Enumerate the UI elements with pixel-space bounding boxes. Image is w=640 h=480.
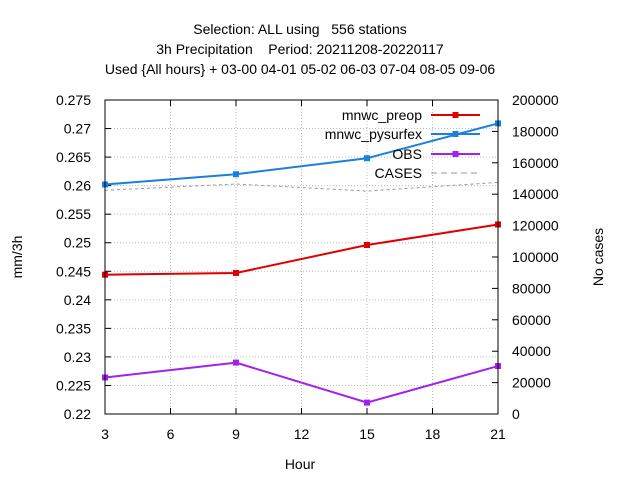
y-tick-label: 0.225 bbox=[56, 377, 91, 393]
data-point bbox=[233, 359, 239, 366]
y2-tick-label: 120000 bbox=[512, 218, 559, 234]
y2-tick-label: 160000 bbox=[512, 155, 559, 171]
y-tick-label: 0.25 bbox=[64, 235, 91, 251]
x-tick-label: 12 bbox=[294, 426, 310, 442]
y2-tick-label: 140000 bbox=[512, 186, 559, 202]
y2-tick-label: 60000 bbox=[512, 312, 551, 328]
legend: mnwc_preop mnwc_pysurfex OBS CASES bbox=[325, 107, 480, 181]
x-tick-label: 6 bbox=[167, 426, 175, 442]
x-axis-label: Hour bbox=[285, 456, 316, 472]
title-line-2: 3h Precipitation Period: 20211208-202201… bbox=[156, 41, 444, 57]
y-tick-label: 0.275 bbox=[56, 92, 91, 108]
series-line bbox=[104, 361, 499, 404]
y-tick-label: 0.255 bbox=[56, 206, 91, 222]
legend-label: OBS bbox=[392, 146, 422, 162]
y2-tick-label: 200000 bbox=[512, 92, 559, 108]
y2-tick-label: 80000 bbox=[512, 280, 551, 296]
data-point bbox=[364, 399, 370, 406]
title-line-1: Selection: ALL using 556 stations bbox=[193, 21, 407, 37]
y2-tick-label: 40000 bbox=[512, 343, 551, 359]
data-point bbox=[233, 269, 239, 276]
y-tick-label: 0.27 bbox=[64, 121, 91, 137]
y-tick-label: 0.24 bbox=[64, 292, 91, 308]
y-tick-label: 0.26 bbox=[64, 178, 91, 194]
data-point bbox=[233, 171, 239, 178]
y-tick-label: 0.245 bbox=[56, 263, 91, 279]
y-tick-label: 0.265 bbox=[56, 149, 91, 165]
y-tick-label: 0.22 bbox=[64, 406, 91, 422]
legend-label: CASES bbox=[375, 165, 422, 181]
y2-tick-label: 100000 bbox=[512, 249, 559, 265]
x-tick-label: 15 bbox=[359, 426, 375, 442]
series-line bbox=[104, 223, 499, 276]
y-tick-label: 0.235 bbox=[56, 320, 91, 336]
chart-title: Selection: ALL using 556 stations 3h Pre… bbox=[105, 21, 496, 77]
x-tick-label: 18 bbox=[425, 426, 441, 442]
x-tick-label: 3 bbox=[101, 426, 109, 442]
title-line-3: Used {All hours} + 03-00 04-01 05-02 06-… bbox=[105, 61, 496, 77]
series-line bbox=[104, 122, 499, 186]
series-obs bbox=[102, 359, 501, 406]
data-point bbox=[364, 242, 370, 249]
x-tick-label: 21 bbox=[490, 426, 506, 442]
y-tick-label: 0.23 bbox=[64, 349, 91, 365]
legend-label: mnwc_preop bbox=[342, 107, 422, 123]
axes: Hour mm/3h No cases 0.22 0.225 0.23 0.235 0.… bbox=[9, 92, 606, 472]
legend-label: mnwc_pysurfex bbox=[325, 126, 422, 142]
series-cases bbox=[104, 181, 499, 192]
grid bbox=[105, 100, 498, 414]
legend-marker bbox=[452, 151, 459, 157]
plot-frame bbox=[104, 99, 499, 415]
data-point bbox=[364, 155, 370, 162]
x-tick-label: 9 bbox=[232, 426, 240, 442]
y2-tick-label: 20000 bbox=[512, 375, 551, 391]
legend-marker bbox=[452, 112, 459, 118]
y2-axis-label: No cases bbox=[590, 228, 606, 286]
legend-marker bbox=[452, 131, 459, 137]
y-axis-label: mm/3h bbox=[9, 236, 25, 279]
y2-tick-label: 0 bbox=[512, 406, 520, 422]
series-line bbox=[104, 181, 499, 192]
y2-tick-label: 180000 bbox=[512, 123, 559, 139]
